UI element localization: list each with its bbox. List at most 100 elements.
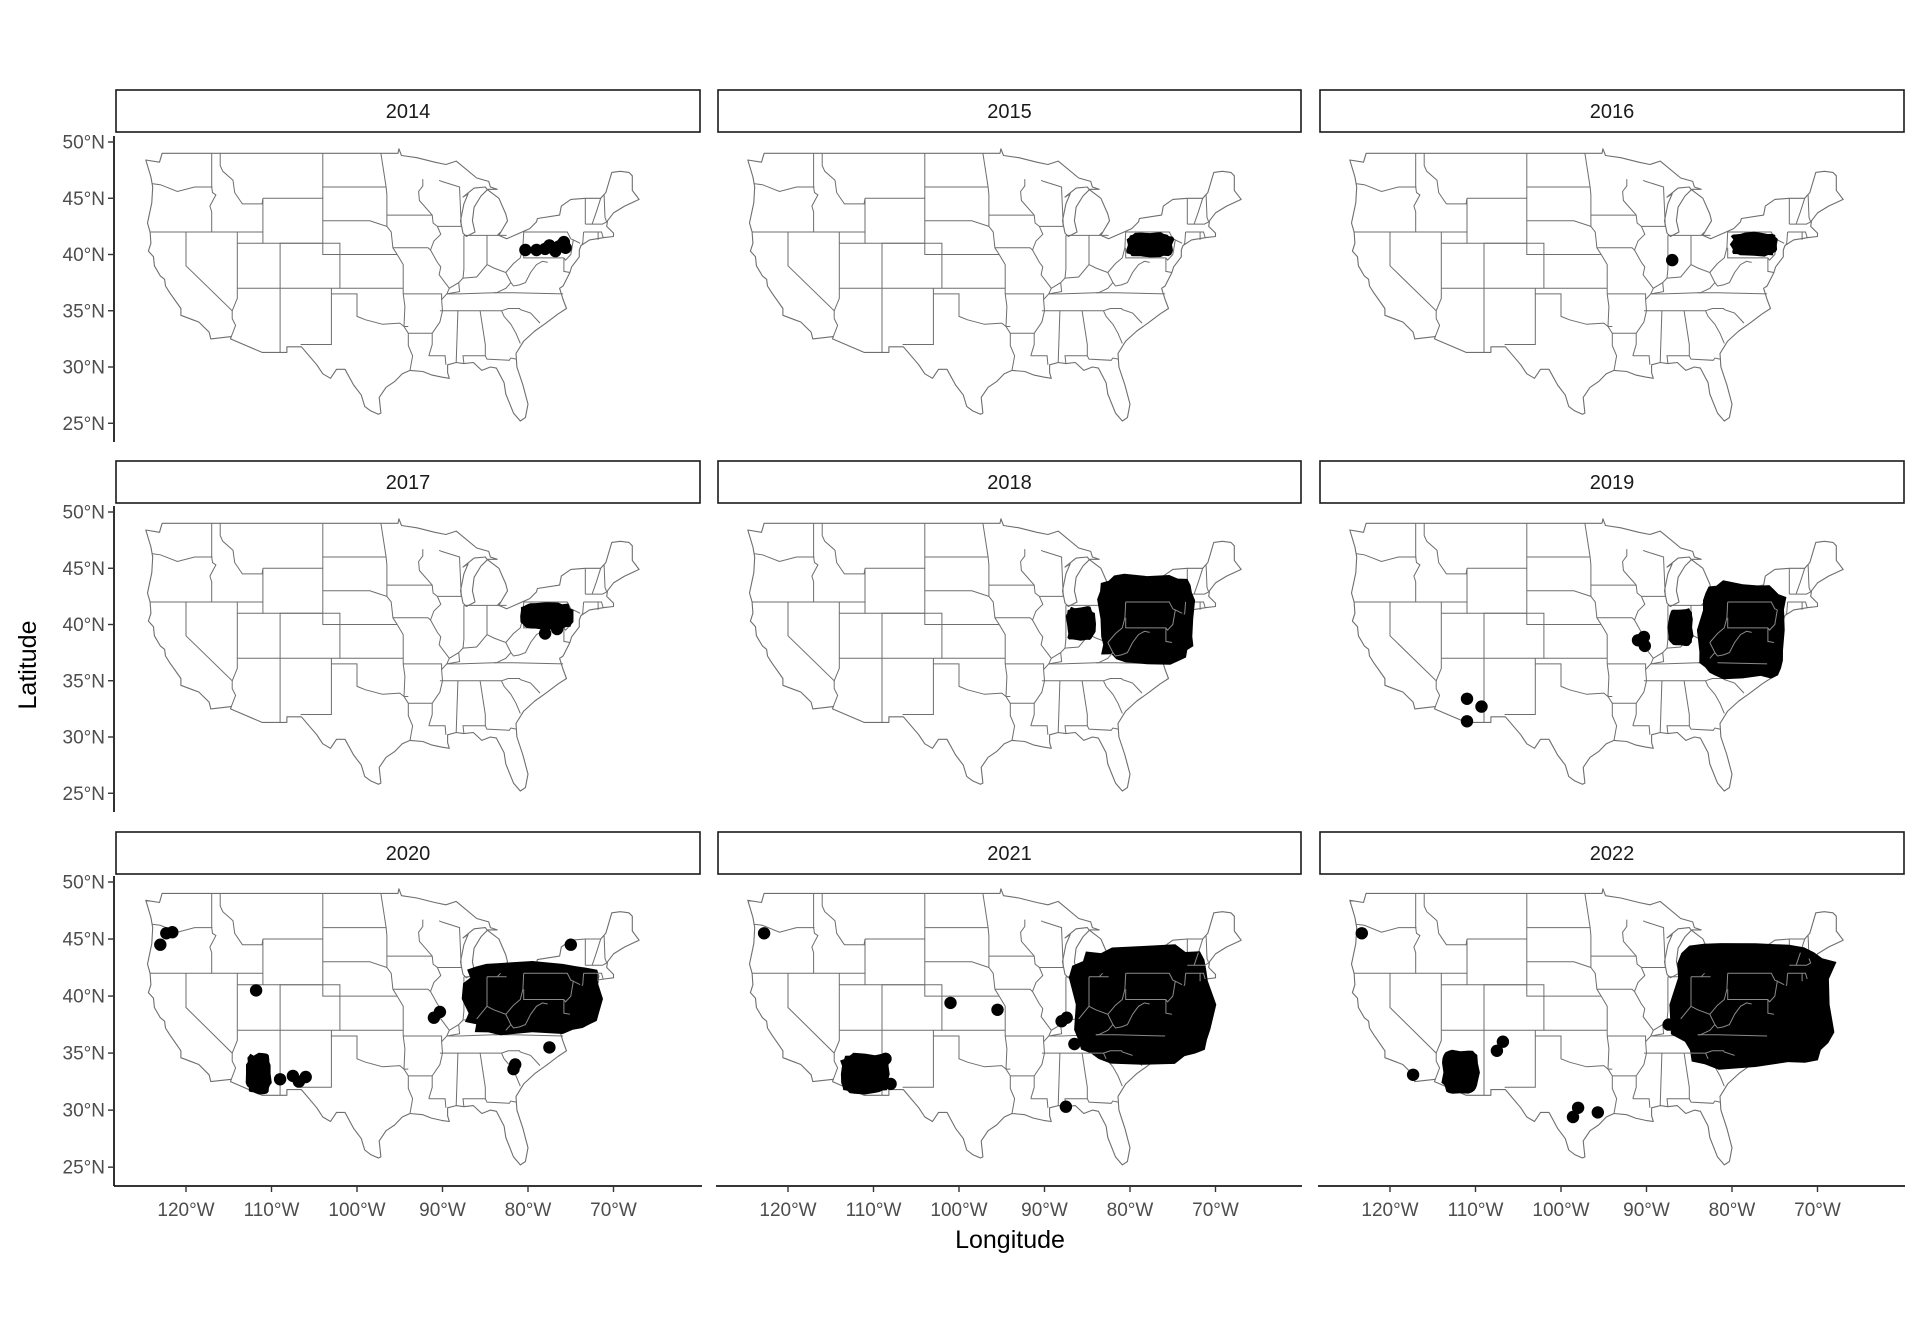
state-border <box>231 288 238 311</box>
state-border <box>1596 179 1646 251</box>
state-border <box>1005 663 1045 670</box>
state-border-overlay <box>1125 989 1166 1000</box>
state-border <box>1642 179 1666 227</box>
y-axis: 50°N 45°N 40°N 35°N 30°N 25°N <box>63 503 115 812</box>
state-border <box>839 242 943 353</box>
state-border <box>1057 680 1061 733</box>
state-border <box>924 613 942 625</box>
occurrence-point <box>1406 1068 1420 1082</box>
state-border <box>501 310 521 344</box>
state-border-overlay <box>1103 1052 1107 1060</box>
state-border <box>219 523 264 614</box>
state-border <box>833 1030 840 1054</box>
state-border <box>1802 601 1808 608</box>
occurrence-layer <box>1355 927 1837 1124</box>
x-tick-label: 80°W <box>1107 1200 1154 1221</box>
state-border <box>185 973 237 1080</box>
state-border <box>322 961 388 968</box>
state-border-overlay <box>523 972 574 982</box>
occurrence-point <box>1060 1011 1073 1024</box>
occurrence-cluster <box>840 1052 890 1095</box>
state-border <box>392 919 442 993</box>
state-border <box>1355 183 1417 193</box>
y-tick-label: 40°N <box>63 987 105 1008</box>
facet-strip <box>717 89 1302 133</box>
state-border <box>1048 1024 1063 1037</box>
x-axis: 120°W 110°W 100°W 90°W 80°W 70°W <box>1318 1185 1905 1221</box>
x-tick-label: 80°W <box>505 1200 552 1221</box>
us-outline <box>145 518 640 792</box>
occurrence-point <box>299 1070 312 1084</box>
state-border <box>1526 243 1544 255</box>
occurrence-point <box>154 938 167 951</box>
state-border <box>591 568 602 595</box>
state-border <box>1389 973 1441 1080</box>
state-border <box>1526 613 1544 625</box>
occurrence-layer <box>1126 232 1175 258</box>
occurrence-cluster <box>245 1052 272 1095</box>
state-border <box>811 523 865 603</box>
state-border <box>598 231 604 238</box>
state-border <box>1040 179 1064 227</box>
state-border-overlay <box>1183 973 1187 987</box>
state-border-overlay <box>1700 972 1705 978</box>
state-border <box>1183 231 1187 245</box>
state-border <box>455 1053 459 1106</box>
facet-strip-label: 2016 <box>1590 101 1635 123</box>
state-border <box>1355 923 1417 933</box>
state-border-overlay <box>563 980 581 1003</box>
state-border-overlay <box>1727 601 1778 611</box>
state-border-overlay <box>1767 980 1785 1003</box>
state-border <box>300 293 332 345</box>
facet-panel-2021: 2021 120°W 110°W 100°W 90°W 80°W 70°W <box>716 831 1302 1221</box>
state-border-overlay <box>1680 1005 1692 1020</box>
occurrence-point <box>519 243 532 257</box>
occurrence-point <box>1460 715 1474 728</box>
occurrence-point <box>879 1052 892 1066</box>
state-border <box>439 308 541 324</box>
facet-strip <box>717 460 1302 504</box>
state-border <box>1423 893 1468 986</box>
occurrence-layer <box>519 235 572 258</box>
state-border <box>1165 257 1172 273</box>
occurrence-point <box>1496 1035 1510 1048</box>
state-border <box>219 153 264 244</box>
state-border <box>438 549 462 597</box>
state-border <box>1650 1024 1665 1037</box>
occurrence-layer <box>1065 573 1196 665</box>
occurrence-point <box>1591 1106 1605 1119</box>
state-border <box>1789 221 1811 225</box>
state-border <box>428 1098 447 1108</box>
state-border <box>1795 568 1806 595</box>
facet-panel-2016: 2016 <box>1319 89 1905 422</box>
state-border <box>1389 232 1441 337</box>
state-border <box>1048 652 1063 665</box>
state-border <box>462 264 488 279</box>
state-border <box>1596 549 1646 621</box>
state-border <box>185 602 237 707</box>
state-border <box>1789 591 1811 595</box>
state-border <box>1193 198 1204 225</box>
state-border <box>1526 590 1592 597</box>
state-border <box>330 658 409 697</box>
facet-strip-label: 2014 <box>386 101 431 123</box>
state-border-overlay <box>505 1024 512 1031</box>
state-border <box>932 288 1011 327</box>
state-border-overlay <box>1107 652 1114 659</box>
state-border <box>585 962 607 966</box>
state-border <box>1653 976 1669 1031</box>
occurrence-point <box>944 996 957 1010</box>
state-border-overlay <box>1709 973 1729 1015</box>
state-border <box>1596 919 1646 993</box>
state-border <box>811 893 865 974</box>
state-border <box>231 1030 238 1054</box>
state-border <box>1200 231 1206 238</box>
state-border <box>1632 355 1651 365</box>
x-tick-label: 70°W <box>590 1200 637 1221</box>
occurrence-point <box>509 1058 522 1071</box>
state-border-overlay <box>1107 630 1150 657</box>
state-border <box>1526 984 1544 997</box>
occurrence-cluster <box>1065 606 1096 641</box>
state-border <box>787 973 839 1080</box>
state-border <box>1534 288 1613 327</box>
